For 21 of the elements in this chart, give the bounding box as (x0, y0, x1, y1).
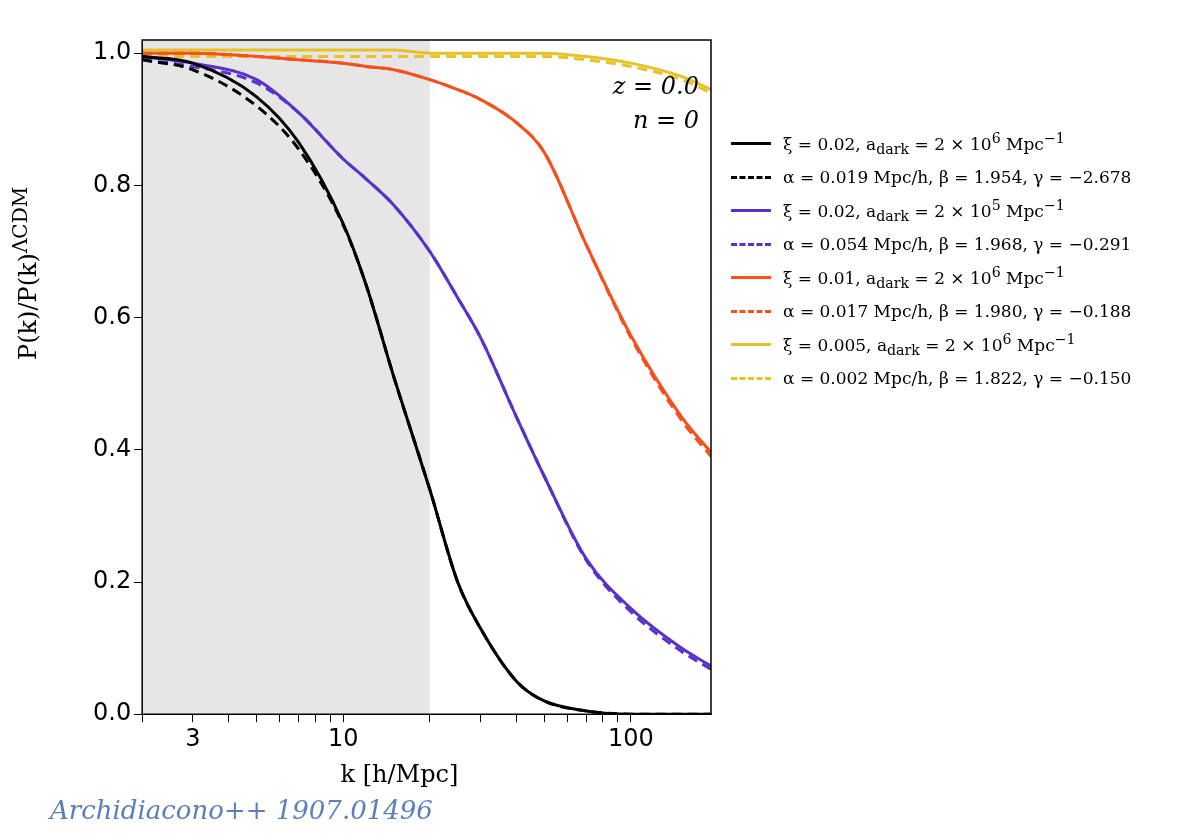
legend-label: ξ = 0.01, a$_{dark}$ = 2 × 10$^{6}$ Mpc$^{−1}$ (783, 264, 1065, 292)
legend-label: α = 0.054 Mpc/h, β = 1.968, γ = −0.291 (783, 234, 1132, 255)
legend-label: ξ = 0.02, a$_{dark}$ = 2 × 10$^{5}$ Mpc$^{−1}$ (783, 197, 1065, 225)
y-tick-label: 0.4 (93, 434, 132, 463)
legend-label: α = 0.017 Mpc/h, β = 1.980, γ = −0.188 (783, 301, 1132, 322)
x-tick-label: 10 (327, 723, 359, 752)
y-tick-label: 0.0 (93, 698, 132, 727)
y-tick-label: 1.0 (93, 37, 132, 66)
x-axis-title: k [h/Mpc] (340, 760, 459, 788)
annotation: n = 0 (632, 106, 699, 135)
y-tick-label: 0.6 (93, 301, 132, 330)
legend-label: ξ = 0.02, a$_{dark}$ = 2 × 10$^{6}$ Mpc$^{−1}$ (783, 130, 1065, 158)
legend-label: α = 0.002 Mpc/h, β = 1.822, γ = −0.150 (783, 368, 1132, 389)
y-tick-label: 0.2 (93, 566, 132, 595)
legend-label: ξ = 0.005, a$_{dark}$ = 2 × 10$^{6}$ Mpc$^{−1}$ (783, 331, 1076, 359)
text: Archidiacono++ 1907.01496 (50, 795, 433, 825)
x-tick-label: 100 (607, 723, 654, 752)
annotation: z = 0.0 (611, 72, 699, 101)
x-tick-label: 3 (185, 723, 201, 752)
legend-label: α = 0.019 Mpc/h, β = 1.954, γ = −2.678 (783, 167, 1132, 188)
y-tick-label: 0.8 (93, 169, 132, 198)
